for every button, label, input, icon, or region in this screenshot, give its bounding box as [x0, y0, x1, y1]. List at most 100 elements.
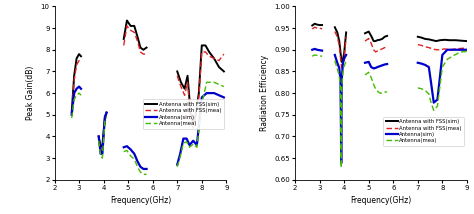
Antenna with FSS(mea)	[368, 42, 374, 45]
Antenna(mea)	[341, 65, 347, 67]
Antenna(mea)	[374, 90, 380, 92]
Antenna(mea)	[338, 166, 344, 169]
Antenna(mea)	[216, 83, 222, 86]
Antenna with FSS(mea)	[188, 118, 193, 120]
Antenna with FSS(mea)	[338, 64, 344, 66]
Antenna(sim)	[338, 126, 344, 129]
Antenna with FSS(mea)	[426, 46, 432, 49]
Antenna(sim)	[377, 65, 383, 67]
Antenna with FSS(sim)	[104, 111, 109, 114]
Antenna with FSS(mea)	[343, 36, 349, 38]
Antenna with FSS(mea)	[312, 26, 318, 28]
Antenna(mea)	[339, 87, 345, 89]
Antenna with FSS(sim)	[310, 24, 315, 27]
Antenna(mea)	[310, 55, 315, 58]
Antenna(sim)	[102, 116, 108, 118]
Antenna with FSS(sim)	[335, 31, 340, 34]
Antenna with FSS(mea)	[135, 40, 140, 42]
Antenna(sim)	[187, 144, 192, 146]
Antenna(mea)	[337, 87, 343, 89]
Antenna with FSS(mea)	[453, 48, 459, 50]
Antenna with FSS(mea)	[98, 150, 103, 153]
Antenna(sim)	[431, 101, 437, 104]
Antenna(mea)	[78, 94, 84, 97]
Antenna with FSS(mea)	[140, 53, 146, 55]
Antenna with FSS(sim)	[199, 44, 205, 47]
Antenna with FSS(mea)	[415, 43, 420, 46]
Antenna with FSS(sim)	[317, 24, 322, 26]
Antenna(sim)	[71, 92, 77, 94]
Antenna(mea)	[199, 103, 205, 105]
Antenna with FSS(mea)	[100, 148, 105, 151]
Antenna with FSS(sim)	[379, 38, 385, 40]
Antenna(sim)	[368, 66, 374, 68]
Antenna(sim)	[314, 49, 320, 51]
Antenna(sim)	[194, 144, 200, 146]
Line: Antenna with FSS(sim): Antenna with FSS(sim)	[72, 21, 224, 147]
Antenna with FSS(mea)	[437, 49, 443, 51]
Antenna(sim)	[317, 49, 322, 52]
Antenna(sim)	[338, 126, 344, 129]
Antenna with FSS(sim)	[340, 58, 346, 61]
Antenna(sim)	[135, 160, 140, 163]
Antenna(sim)	[221, 96, 227, 99]
Antenna with FSS(mea)	[362, 40, 368, 42]
Antenna(sim)	[310, 49, 315, 51]
Antenna with FSS(sim)	[137, 46, 143, 49]
Antenna with FSS(sim)	[422, 38, 428, 40]
Antenna with FSS(mea)	[104, 113, 109, 116]
Antenna(mea)	[177, 156, 183, 158]
Antenna with FSS(sim)	[319, 24, 325, 26]
Antenna with FSS(sim)	[337, 51, 343, 53]
Antenna(mea)	[194, 146, 200, 149]
Antenna with FSS(sim)	[98, 146, 103, 149]
Antenna with FSS(sim)	[464, 40, 470, 42]
Antenna with FSS(mea)	[185, 81, 191, 83]
Antenna(mea)	[419, 88, 424, 90]
Antenna(sim)	[337, 79, 343, 81]
Antenna(mea)	[428, 102, 434, 105]
Antenna with FSS(mea)	[419, 44, 424, 47]
Antenna(sim)	[199, 96, 205, 99]
Antenna with FSS(mea)	[422, 45, 428, 48]
Antenna(sim)	[144, 168, 149, 170]
Antenna(sim)	[96, 135, 101, 138]
Antenna with FSS(sim)	[144, 46, 149, 49]
Antenna with FSS(sim)	[216, 66, 222, 68]
Antenna(mea)	[335, 68, 340, 70]
Antenna(sim)	[74, 88, 80, 90]
Antenna with FSS(sim)	[135, 36, 140, 38]
Antenna(mea)	[74, 94, 80, 97]
Antenna with FSS(sim)	[384, 35, 390, 37]
Antenna(mea)	[71, 98, 77, 101]
Antenna with FSS(mea)	[221, 53, 227, 55]
Antenna(sim)	[341, 57, 347, 60]
Antenna(mea)	[435, 105, 440, 107]
Antenna with FSS(mea)	[102, 120, 108, 123]
Antenna(sim)	[428, 83, 434, 86]
Antenna(mea)	[98, 155, 103, 157]
Antenna(mea)	[431, 109, 437, 112]
Antenna with FSS(sim)	[78, 55, 84, 58]
Antenna(sim)	[174, 163, 180, 166]
Antenna(sim)	[124, 145, 130, 147]
Antenna with FSS(mea)	[317, 27, 322, 29]
Antenna(mea)	[368, 76, 374, 79]
Legend: Antenna with FSS(sim), Antenna with FSS(mea), Antenna(sim), Antenna(mea): Antenna with FSS(sim), Antenna with FSS(…	[383, 117, 464, 146]
Antenna with FSS(sim)	[74, 57, 80, 60]
Antenna with FSS(sim)	[131, 25, 137, 27]
Antenna(sim)	[184, 137, 190, 140]
Antenna with FSS(mea)	[76, 59, 82, 62]
Legend: Antenna with FSS(sim), Antenna with FSS(mea), Antenna(sim), Antenna(mea): Antenna with FSS(sim), Antenna with FSS(…	[143, 99, 224, 129]
Antenna(sim)	[366, 61, 372, 63]
Antenna with FSS(mea)	[366, 37, 372, 40]
Line: Antenna(sim): Antenna(sim)	[72, 87, 224, 169]
Antenna with FSS(sim)	[102, 118, 108, 120]
Antenna(mea)	[174, 165, 180, 168]
Antenna(mea)	[184, 141, 190, 143]
Antenna with FSS(sim)	[341, 52, 347, 55]
Antenna with FSS(mea)	[128, 29, 134, 31]
Antenna with FSS(sim)	[196, 92, 201, 94]
Antenna with FSS(sim)	[343, 31, 349, 34]
Antenna with FSS(mea)	[335, 36, 340, 38]
